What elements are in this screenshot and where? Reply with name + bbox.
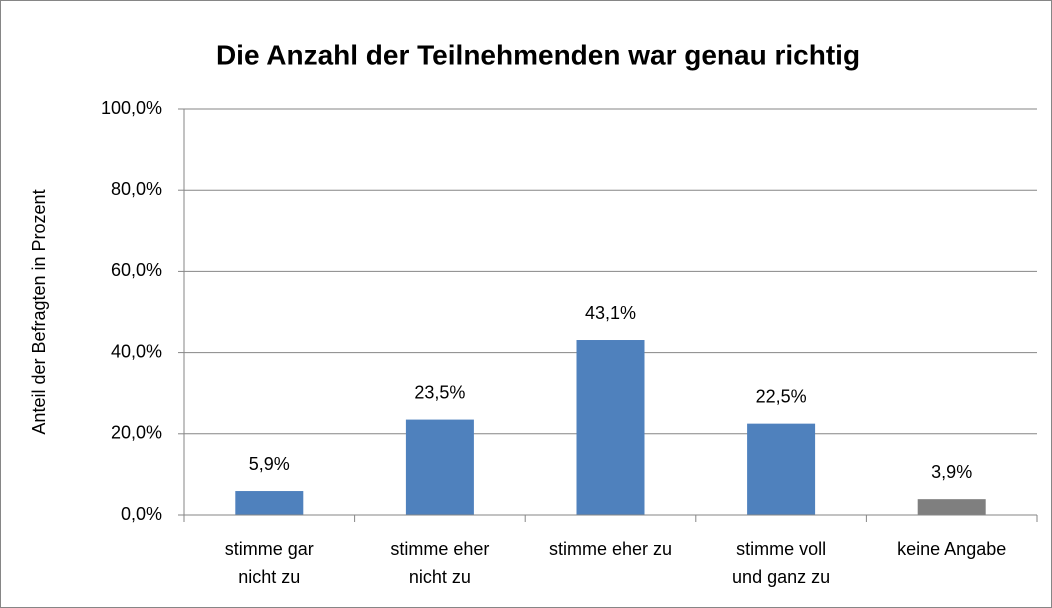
chart-title: Die Anzahl der Teilnehmenden war genau r… xyxy=(216,39,860,70)
data-label: 3,9% xyxy=(931,462,972,482)
data-label: 22,5% xyxy=(756,386,807,406)
y-tick-label: 40,0% xyxy=(111,341,162,361)
bar xyxy=(747,423,816,515)
data-label: 5,9% xyxy=(249,454,290,474)
x-tick-label: stimme gar nicht zu xyxy=(225,539,314,587)
bar xyxy=(576,340,645,515)
y-tick-label: 60,0% xyxy=(111,260,162,280)
data-label: 23,5% xyxy=(414,382,465,402)
bar xyxy=(917,499,986,515)
y-tick-label: 80,0% xyxy=(111,179,162,199)
data-label: 43,1% xyxy=(585,303,636,323)
y-tick-label: 100,0% xyxy=(101,98,162,118)
y-tick-label: 0,0% xyxy=(121,504,162,524)
x-tick-label: stimme eher zu xyxy=(549,539,672,559)
bar xyxy=(235,491,304,515)
x-tick-label: keine Angabe xyxy=(897,539,1006,559)
y-tick-label: 20,0% xyxy=(111,423,162,443)
x-tick-label: stimme voll und ganz zu xyxy=(732,539,830,587)
bar xyxy=(405,419,474,515)
y-axis-label: Anteil der Befragten in Prozent xyxy=(29,189,49,434)
x-tick-label: stimme eher nicht zu xyxy=(390,539,489,587)
